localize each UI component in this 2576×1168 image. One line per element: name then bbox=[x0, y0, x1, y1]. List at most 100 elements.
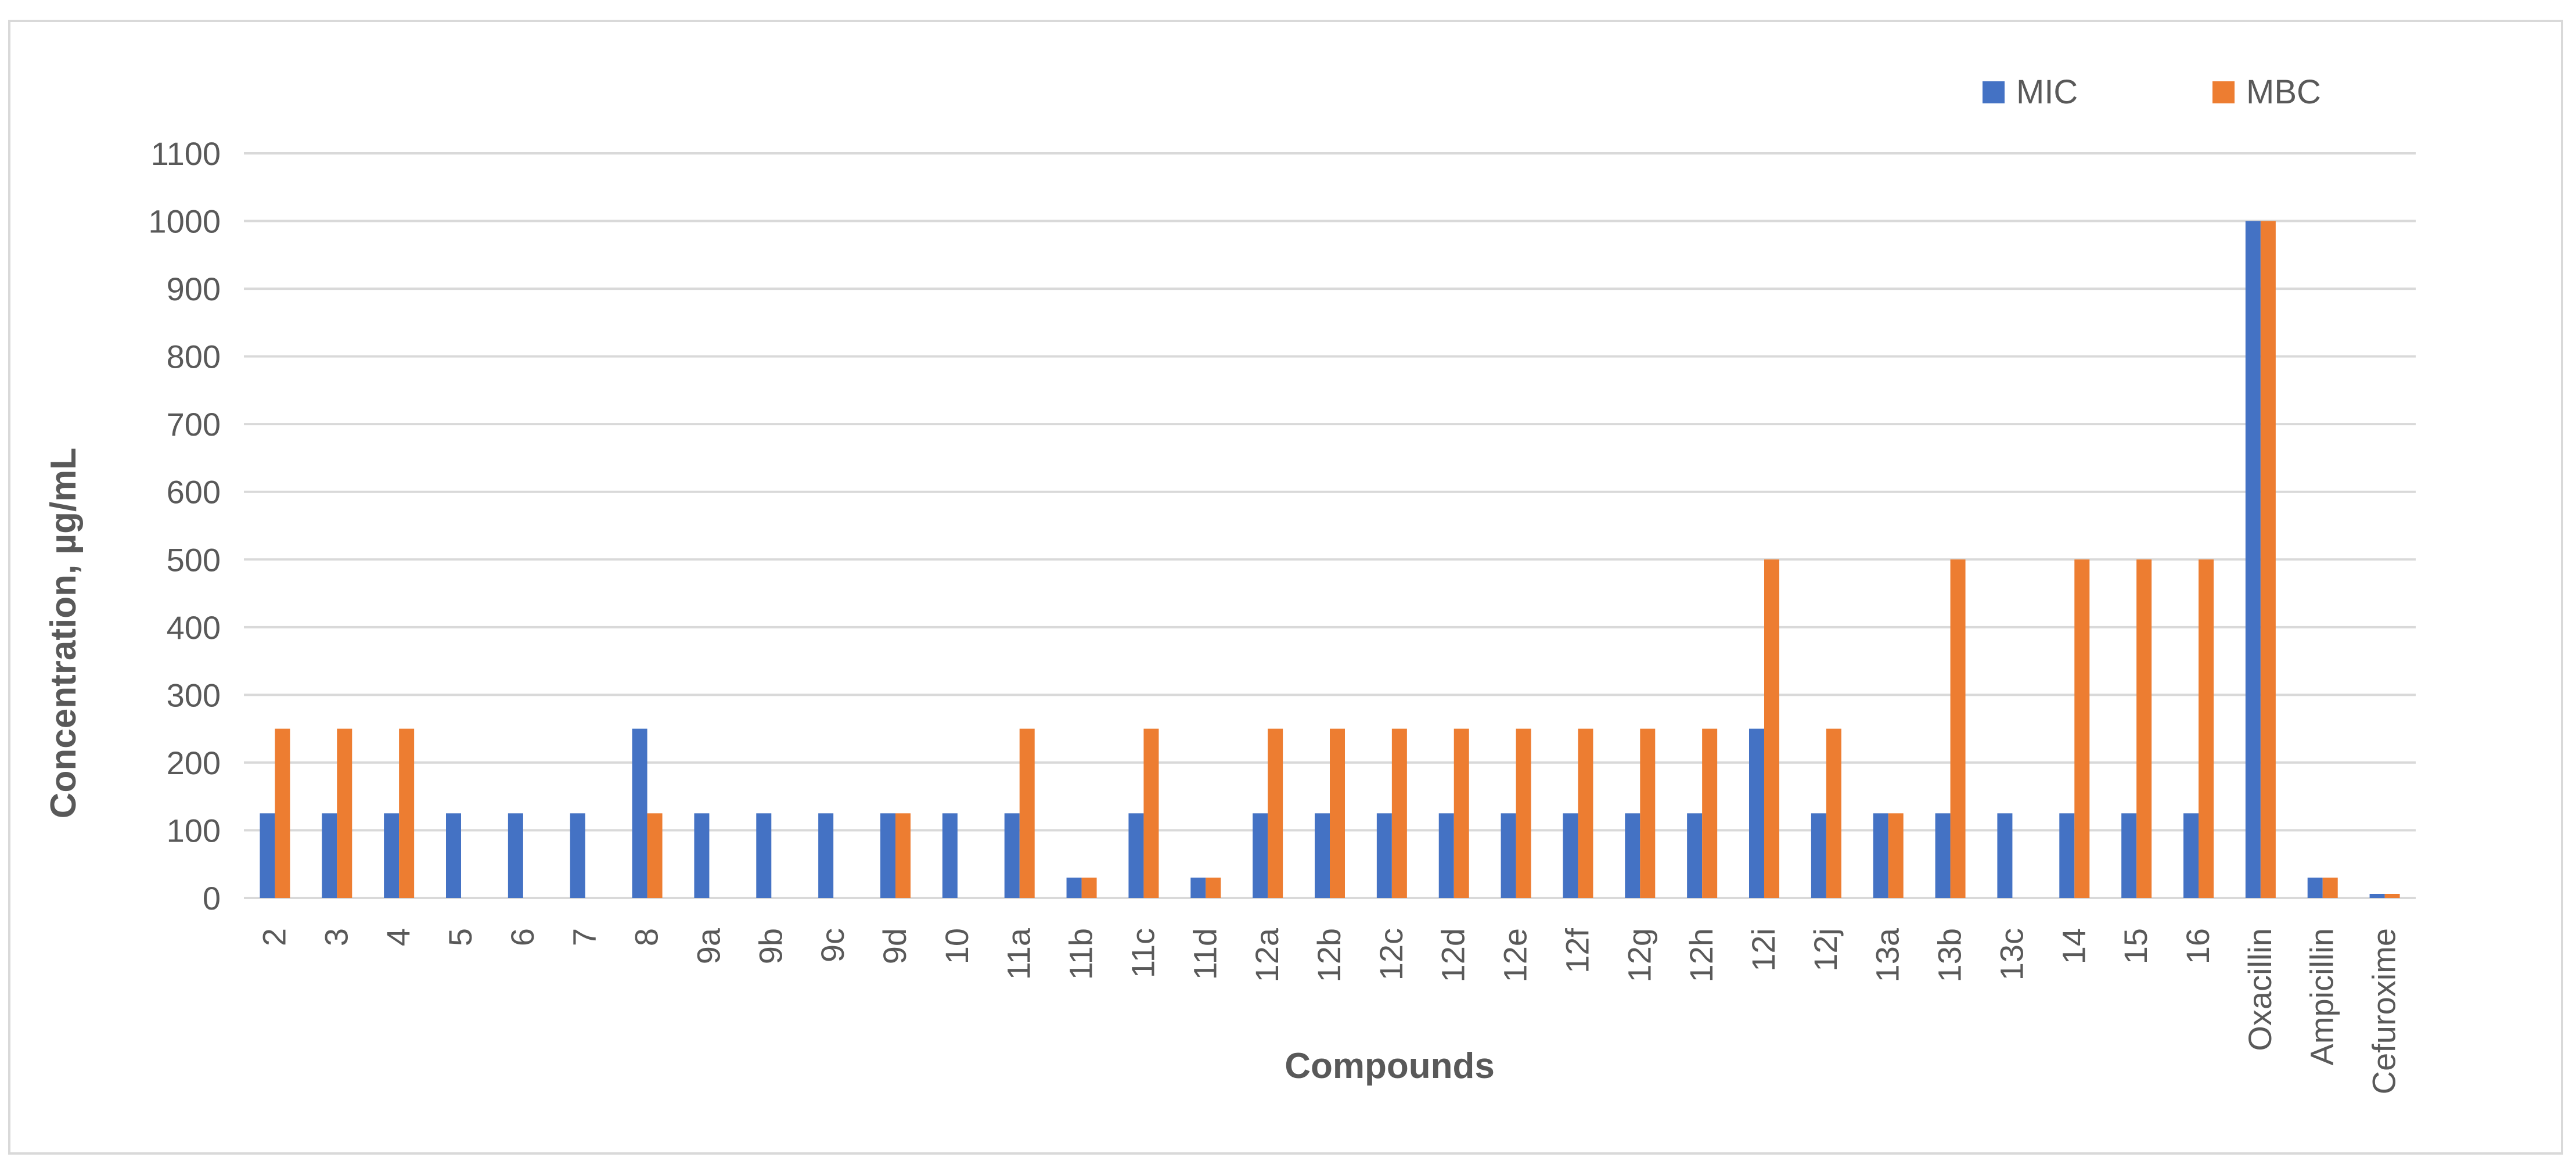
x-tick-labels: 2 3 4 5 6 7 8 9a 9b 9c 9d 10 11a 11b 11c 11d 12a 12b 12c 12… bbox=[256, 928, 2402, 1094]
bar-mic-15 bbox=[2121, 813, 2137, 898]
x-tick-label: 7 bbox=[566, 928, 603, 946]
bar-mic-12j bbox=[1811, 813, 1826, 898]
bar-mic-11b bbox=[1066, 878, 1082, 898]
bar-mbc-13a bbox=[1888, 813, 1904, 898]
bar-mbc-2 bbox=[275, 728, 290, 898]
x-tick-label: 11d bbox=[1186, 928, 1223, 980]
bar-mic-6 bbox=[508, 813, 523, 898]
bar-mbc-12i bbox=[1764, 559, 1779, 898]
bar-mbc-16 bbox=[2199, 559, 2214, 898]
bar-chart: 0 100 200 300 400 500 600 700 800 900 1000 1100 2 3 4… bbox=[44, 73, 2416, 1094]
bar-mbc-11d bbox=[1206, 878, 1221, 898]
x-tick-label: 10 bbox=[938, 928, 975, 964]
bar-mic-13c bbox=[1997, 813, 2013, 898]
x-tick-label: 13c bbox=[1993, 928, 2030, 980]
bar-mic-9d bbox=[880, 813, 895, 898]
bar-mic-4 bbox=[384, 813, 400, 898]
bar-mic-5 bbox=[446, 813, 461, 898]
x-tick-label: 2 bbox=[256, 928, 292, 946]
y-tick-label: 900 bbox=[167, 271, 221, 307]
bar-mic-2 bbox=[260, 813, 275, 898]
x-tick-label: 9a bbox=[690, 928, 726, 964]
x-tick-label: 13a bbox=[1869, 928, 1906, 982]
bar-mbc-3 bbox=[337, 728, 352, 898]
x-tick-label: 12i bbox=[1745, 928, 1782, 972]
bar-mic-11d bbox=[1190, 878, 1206, 898]
y-tick-label: 500 bbox=[167, 541, 221, 578]
x-tick-label: Cefuroxime bbox=[2366, 928, 2402, 1094]
x-tick-label: 11b bbox=[1063, 928, 1099, 980]
bar-mic-13a bbox=[1873, 813, 1888, 898]
bar-mic-12a bbox=[1253, 813, 1268, 898]
bar-mbc-11a bbox=[1019, 728, 1035, 898]
bar-mic-12b bbox=[1315, 813, 1330, 898]
x-tick-label: 3 bbox=[318, 928, 354, 946]
x-tick-label: 13b bbox=[1931, 928, 1968, 982]
x-tick-label: 9b bbox=[752, 928, 789, 964]
bar-mbc-12j bbox=[1826, 728, 1841, 898]
bar-mic-cefuroxime bbox=[2369, 894, 2385, 898]
legend-swatch-mic bbox=[1983, 81, 2005, 103]
x-tick-label: 9d bbox=[876, 928, 913, 964]
legend-label-mic: MIC bbox=[2016, 73, 2078, 111]
x-tick-label: 12a bbox=[1249, 928, 1285, 982]
x-tick-label: 6 bbox=[504, 928, 541, 946]
legend-label-mbc: MBC bbox=[2246, 73, 2321, 111]
bar-mbc-12f bbox=[1578, 728, 1593, 898]
bar-mbc-15 bbox=[2136, 559, 2152, 898]
legend: MIC MBC bbox=[1983, 73, 2321, 111]
bar-mic-oxacillin bbox=[2245, 221, 2261, 899]
bar-mbc-12c bbox=[1391, 728, 1407, 898]
bar-mic-10 bbox=[942, 813, 958, 898]
bar-mic-12h bbox=[1687, 813, 1703, 898]
y-tick-label: 1000 bbox=[148, 203, 221, 240]
bar-mbc-12g bbox=[1640, 728, 1656, 898]
x-tick-label: 12g bbox=[1621, 928, 1657, 982]
x-axis-title: Compounds bbox=[1285, 1046, 1495, 1086]
bar-mic-11c bbox=[1128, 813, 1144, 898]
bar-mic-ampicillin bbox=[2307, 878, 2323, 898]
x-tick-label: 5 bbox=[442, 928, 478, 946]
bar-mic-14 bbox=[2059, 813, 2075, 898]
y-tick-label: 400 bbox=[167, 609, 221, 646]
bar-mic-9b bbox=[756, 813, 772, 898]
x-tick-label: 16 bbox=[2179, 928, 2216, 964]
legend-swatch-mbc bbox=[2212, 81, 2235, 103]
bar-mbc-14 bbox=[2074, 559, 2090, 898]
bar-mic-8 bbox=[632, 728, 647, 898]
bar-mbc-cefuroxime bbox=[2384, 894, 2400, 898]
bar-mic-12g bbox=[1625, 813, 1640, 898]
bar-mic-12c bbox=[1376, 813, 1392, 898]
x-tick-label: 11a bbox=[1001, 928, 1037, 980]
x-tick-label: 4 bbox=[380, 928, 416, 946]
y-tick-label: 1100 bbox=[151, 135, 221, 172]
bar-mbc-13b bbox=[1950, 559, 1966, 898]
y-tick-label: 700 bbox=[167, 406, 221, 443]
x-tick-label: 9c bbox=[814, 928, 851, 962]
bar-mic-12e bbox=[1501, 813, 1516, 898]
bar-mbc-11b bbox=[1081, 878, 1097, 898]
x-tick-label: 12j bbox=[1807, 928, 1844, 972]
y-axis-title: Concentration, µg/mL bbox=[44, 448, 84, 819]
y-tick-label: 600 bbox=[167, 474, 221, 511]
bar-mbc-12d bbox=[1454, 728, 1469, 898]
x-tick-label: 8 bbox=[628, 928, 665, 946]
bar-mic-12i bbox=[1749, 728, 1764, 898]
x-tick-label: Ampicillin bbox=[2304, 928, 2340, 1066]
bar-mic-7 bbox=[570, 813, 585, 898]
bar-mbc-9d bbox=[895, 813, 911, 898]
x-tick-label: 12b bbox=[1311, 928, 1347, 982]
bar-mbc-11c bbox=[1143, 728, 1159, 898]
chart-frame: 0 100 200 300 400 500 600 700 800 900 1000 1100 2 3 4… bbox=[8, 20, 2563, 1155]
bar-mic-16 bbox=[2183, 813, 2199, 898]
y-tick-label: 800 bbox=[167, 339, 221, 375]
bar-mic-9a bbox=[694, 813, 710, 898]
x-tick-label: 15 bbox=[2117, 928, 2154, 964]
bars bbox=[260, 221, 2400, 899]
x-tick-label: 12e bbox=[1497, 928, 1534, 982]
bar-mbc-4 bbox=[399, 728, 415, 898]
bar-mic-13b bbox=[1935, 813, 1951, 898]
bar-mic-9c bbox=[818, 813, 834, 898]
bar-mbc-oxacillin bbox=[2260, 221, 2276, 899]
bar-mic-11a bbox=[1004, 813, 1020, 898]
